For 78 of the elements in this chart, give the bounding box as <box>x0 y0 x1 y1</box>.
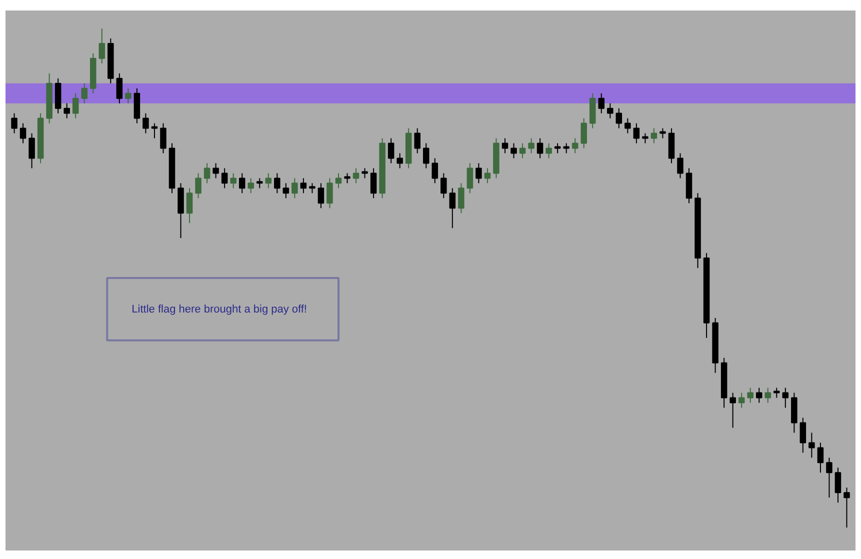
candlestick <box>580 118 587 149</box>
candlestick <box>660 128 666 139</box>
candlestick <box>633 122 640 144</box>
candlestick <box>834 467 842 504</box>
candlestick <box>125 88 132 104</box>
candlestick <box>309 182 316 194</box>
candlestick <box>449 188 456 229</box>
candlestick <box>546 142 552 159</box>
candlestick <box>195 172 202 199</box>
candlestick <box>116 72 123 104</box>
candlestick <box>738 392 745 408</box>
candlestick <box>230 172 236 189</box>
candlestick <box>774 387 780 398</box>
candlestick <box>265 172 272 189</box>
candlestick <box>782 387 789 408</box>
candlestick <box>221 168 228 189</box>
candlestick <box>808 432 815 458</box>
candlestick <box>536 138 544 159</box>
candlestick <box>756 387 762 404</box>
candlestick <box>318 182 324 209</box>
candlestick <box>81 82 88 104</box>
candlestick <box>817 442 824 474</box>
candlestick <box>677 152 684 179</box>
candlestick <box>466 162 474 194</box>
candlestick <box>826 457 832 498</box>
candlestick <box>72 92 79 119</box>
candlestick <box>642 132 648 144</box>
candlestick <box>458 182 464 214</box>
candlestick <box>28 132 35 169</box>
candlestick <box>414 128 420 154</box>
candlestick <box>616 108 622 129</box>
candlestick <box>730 392 736 428</box>
candlestick <box>388 138 394 164</box>
candlestick <box>432 158 438 184</box>
candlestick <box>572 138 578 154</box>
candlestick <box>204 162 210 184</box>
candlestick <box>160 122 166 154</box>
candlestick <box>650 128 658 144</box>
candlestick <box>292 178 298 199</box>
candlestick <box>186 188 193 224</box>
candlestick <box>248 178 254 194</box>
candlestick <box>554 142 561 154</box>
candlestick <box>98 28 106 64</box>
candlestick <box>142 112 149 134</box>
candlestick <box>563 142 570 154</box>
candlestick <box>396 152 403 169</box>
candlestick <box>274 172 280 194</box>
candlestick <box>502 138 508 154</box>
candlestick <box>212 162 219 179</box>
candlestick <box>624 118 631 134</box>
candlestick <box>528 138 534 154</box>
candlestick <box>326 178 333 209</box>
candlestick <box>11 112 18 134</box>
candlestick <box>64 102 70 119</box>
candlestick <box>370 168 377 199</box>
candlestick <box>510 142 517 159</box>
candlestick <box>352 168 360 184</box>
candlestick <box>422 142 430 169</box>
candlestick <box>300 178 307 194</box>
candlestick <box>256 178 263 189</box>
candlestick <box>747 387 754 404</box>
candlestick <box>335 172 342 189</box>
candlestick <box>844 487 850 528</box>
annotation: Little flag here brought a big pay off! <box>132 303 307 316</box>
candlestick <box>607 102 614 119</box>
candlestick <box>764 387 771 404</box>
candlestick <box>440 172 447 199</box>
candlestick <box>800 417 806 454</box>
candlestick <box>20 122 26 144</box>
candlestick <box>344 172 350 184</box>
candlestick <box>362 168 368 179</box>
candlestick <box>519 142 526 159</box>
candlestick <box>282 182 290 199</box>
candlestick <box>238 172 246 194</box>
candlestick <box>476 162 482 184</box>
candlestick <box>598 92 605 114</box>
candlestick <box>484 168 491 184</box>
candlestick <box>151 122 158 139</box>
